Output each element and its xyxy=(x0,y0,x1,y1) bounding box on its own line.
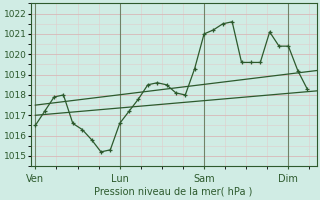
X-axis label: Pression niveau de la mer( hPa ): Pression niveau de la mer( hPa ) xyxy=(94,187,253,197)
